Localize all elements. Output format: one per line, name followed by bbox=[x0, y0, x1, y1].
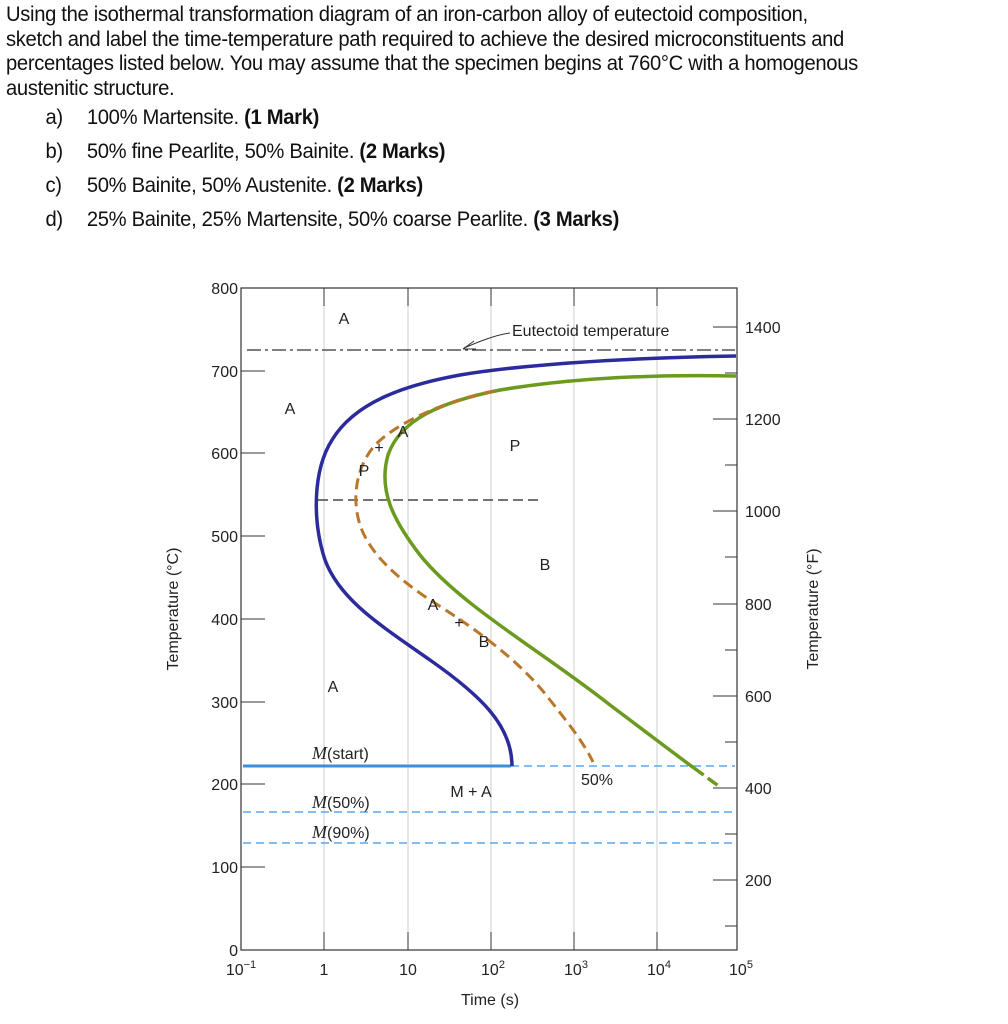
x-tick-10000: 104 bbox=[647, 959, 671, 979]
label-pa-p: P bbox=[359, 463, 370, 480]
right-tick-1200: 1200 bbox=[745, 412, 781, 429]
intro-line-1: Using the isothermal transformation diag… bbox=[6, 2, 808, 26]
left-tick-0: 0 bbox=[229, 943, 238, 960]
label-m-start: M(start) bbox=[311, 743, 369, 763]
left-tick-800: 800 bbox=[211, 281, 238, 298]
intro-line-4: austenitic structure. bbox=[6, 75, 175, 100]
part-b-text: 50% fine Pearlite, 50% Bainite. bbox=[86, 139, 355, 163]
part-a-text: 100% Martensite. bbox=[86, 105, 239, 129]
intro-line-2: sketch and label the time-temperature pa… bbox=[6, 26, 844, 51]
intro-line-3: percentages listed below. You may assume… bbox=[6, 51, 858, 75]
region-a-low: A bbox=[328, 679, 339, 696]
right-tick-1000: 1000 bbox=[745, 504, 781, 521]
x-tick-marks bbox=[323, 288, 658, 950]
part-b-letter: b) bbox=[45, 139, 63, 163]
part-c-text: 50% Bainite, 50% Austenite. bbox=[86, 173, 332, 197]
region-p: P bbox=[510, 438, 521, 455]
part-a-letter: a) bbox=[45, 105, 63, 129]
question-parts: a) 100% Martensite. (1 Mark) b) 50% fine… bbox=[6, 100, 1002, 240]
x-tick-1: 1 bbox=[320, 962, 329, 979]
label-m-plus-a: M + A bbox=[450, 784, 492, 801]
left-tick-600: 600 bbox=[211, 446, 238, 463]
question-text: Using the isothermal transformation diag… bbox=[6, 2, 1002, 240]
part-d-text: 25% Bainite, 25% Martensite, 50% coarse … bbox=[86, 207, 528, 231]
left-tick-700: 700 bbox=[211, 364, 238, 381]
left-tick-100: 100 bbox=[211, 860, 238, 877]
transformation-finish-curve bbox=[383, 373, 737, 770]
label-pa-plus: + bbox=[374, 440, 383, 457]
left-tick-200: 200 bbox=[211, 777, 238, 794]
region-a-left: A bbox=[285, 401, 296, 418]
right-tick-200: 200 bbox=[745, 873, 772, 890]
part-c-marks: (2 Marks) bbox=[337, 173, 423, 197]
label-ab-plus: + bbox=[454, 615, 463, 632]
label-pa-a: A bbox=[398, 424, 409, 441]
left-tick-500: 500 bbox=[211, 529, 238, 546]
right-tick-600: 600 bbox=[745, 689, 772, 706]
label-ab-b: B bbox=[479, 634, 490, 651]
label-ab-a: A bbox=[428, 597, 439, 614]
right-tick-800: 800 bbox=[745, 597, 772, 614]
x-tick-100000: 105 bbox=[729, 959, 753, 979]
x-tick-100: 102 bbox=[481, 959, 505, 979]
left-tick-300: 300 bbox=[211, 695, 238, 712]
region-a-top: A bbox=[339, 311, 350, 328]
right-tick-1400: 1400 bbox=[745, 320, 781, 337]
part-d-marks: (3 Marks) bbox=[533, 207, 619, 231]
transformation-finish-curve-dashed bbox=[692, 766, 722, 789]
transformation-start-curve bbox=[314, 354, 737, 767]
left-tick-400: 400 bbox=[211, 612, 238, 629]
x-axis-title: Time (s) bbox=[461, 992, 519, 1009]
y-axis-right-title: Temperature (°F) bbox=[805, 548, 822, 669]
label-m-90: M(90%) bbox=[311, 822, 370, 842]
label-fifty-percent: 50% bbox=[581, 772, 613, 789]
fifty-percent-curve bbox=[354, 389, 595, 763]
eutectoid-label: Eutectoid temperature bbox=[512, 323, 670, 340]
right-tick-400: 400 bbox=[745, 781, 772, 798]
label-m-50: M(50%) bbox=[311, 792, 370, 812]
x-tick-0.1: 10−1 bbox=[226, 959, 256, 979]
right-tick-marks bbox=[713, 326, 737, 927]
left-tick-marks bbox=[241, 287, 265, 951]
eutectoid-arrowhead bbox=[462, 340, 476, 350]
x-tick-10: 10 bbox=[399, 962, 417, 979]
part-c-letter: c) bbox=[45, 173, 62, 197]
region-b: B bbox=[540, 557, 551, 574]
part-a-marks: (1 Mark) bbox=[244, 105, 320, 129]
part-b-marks: (2 Marks) bbox=[359, 139, 446, 163]
part-d-letter: d) bbox=[45, 207, 63, 231]
y-axis-left-title: Temperature (°C) bbox=[165, 548, 182, 671]
eutectoid-arrow bbox=[463, 332, 511, 349]
x-tick-1000: 103 bbox=[564, 959, 588, 979]
